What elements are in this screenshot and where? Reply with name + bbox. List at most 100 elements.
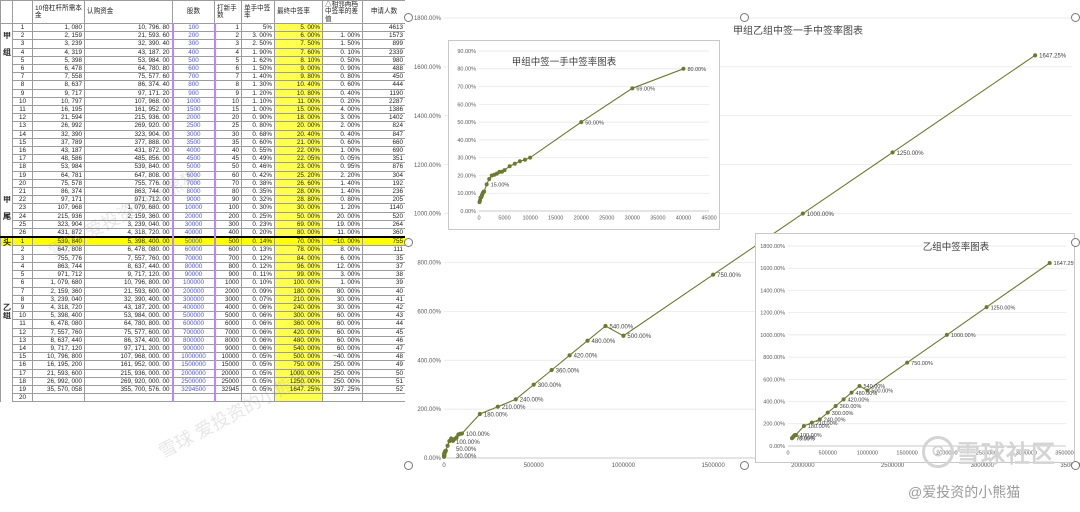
group-label-cell[interactable] [0, 121, 13, 131]
principal-cell[interactable]: 4, 318, 720 [32, 302, 85, 313]
header-cell[interactable]: 10倍杠杆所需本金 [32, 0, 85, 24]
shares-cell[interactable]: 1500000 [171, 360, 216, 370]
data-point[interactable] [528, 155, 533, 160]
data-point[interactable] [585, 338, 590, 343]
data-point[interactable] [825, 410, 830, 415]
lots-cell[interactable]: 10000 [214, 352, 242, 362]
row-index[interactable]: 3 [12, 39, 33, 49]
data-point[interactable] [495, 404, 500, 409]
delta-cell[interactable]: 0. 60% [322, 137, 363, 148]
principal-cell[interactable]: 64, 781 [32, 170, 85, 180]
row-index[interactable]: 23 [12, 203, 33, 213]
group-label-cell[interactable] [0, 154, 13, 163]
lots-cell[interactable]: 1000 [214, 278, 242, 288]
principal-cell[interactable]: 8, 637, 440 [32, 335, 85, 345]
resize-handle[interactable] [740, 13, 749, 22]
applicants-cell[interactable]: 49 [362, 360, 405, 370]
applicants-cell[interactable]: 450 [362, 72, 405, 82]
lots-cell[interactable]: 7000 [214, 327, 242, 337]
delta-cell[interactable]: 19. 00% [322, 219, 363, 230]
shares-cell[interactable]: 1500 [171, 105, 216, 115]
principal-cell[interactable]: 5, 398 [32, 55, 85, 66]
delta-cell[interactable]: 0. 40% [322, 88, 363, 98]
delta-cell[interactable]: −40. 00% [322, 352, 363, 362]
single-rate-cell[interactable]: 0. 06% [241, 302, 275, 313]
applicants-cell[interactable]: 899 [362, 39, 405, 49]
subscription-cell[interactable]: 2, 159, 360. 00 [84, 211, 173, 221]
lots-cell[interactable]: 2 [214, 31, 242, 41]
lots-cell[interactable]: 8 [214, 80, 242, 90]
shares-cell[interactable]: 3000 [171, 129, 216, 139]
row-index[interactable]: 13 [12, 121, 33, 131]
final-rate-cell[interactable]: 210. 00% [274, 294, 323, 304]
group-label-cell[interactable] [0, 72, 13, 81]
final-rate-cell[interactable]: 180. 00% [274, 286, 323, 296]
shares-cell[interactable]: 500 [171, 55, 216, 66]
final-rate-cell[interactable]: 7. 50% [274, 39, 323, 49]
lots-cell[interactable]: 9 [214, 88, 242, 98]
principal-cell[interactable]: 26, 992, 000 [32, 376, 85, 386]
delta-cell[interactable]: 2. 20% [322, 170, 363, 180]
shares-cell[interactable]: 70000 [171, 253, 216, 263]
final-rate-cell[interactable]: 240. 00% [274, 302, 323, 313]
header-cell[interactable]: 打新手数 [214, 0, 242, 24]
shares-cell[interactable] [171, 393, 216, 403]
subscription-cell[interactable]: 43, 187, 200. 00 [84, 302, 173, 313]
single-rate-cell[interactable]: 0. 05% [241, 384, 275, 395]
subscription-cell[interactable]: 215, 936. 00 [84, 113, 173, 123]
shares-cell[interactable]: 90000 [171, 270, 216, 280]
principal-cell[interactable]: 2, 159 [32, 31, 85, 41]
group-label-cell[interactable] [0, 278, 13, 287]
applicants-cell[interactable]: 690 [362, 146, 405, 156]
principal-cell[interactable]: 215, 936 [32, 211, 85, 221]
single-rate-cell[interactable]: 0. 07% [241, 294, 275, 304]
single-rate-cell[interactable]: 0. 12% [241, 253, 275, 263]
delta-cell[interactable]: 30. 00% [322, 294, 363, 304]
principal-cell[interactable]: 37, 789 [32, 137, 85, 148]
applicants-cell[interactable]: 42 [362, 302, 405, 313]
single-rate-cell[interactable]: 2. 50% [241, 39, 275, 49]
final-rate-cell[interactable]: 100. 00% [274, 278, 323, 288]
delta-cell[interactable] [322, 22, 363, 33]
group-label-cell[interactable] [0, 187, 13, 196]
group-label-cell[interactable] [0, 146, 13, 155]
single-rate-cell[interactable]: 1. 10% [241, 96, 275, 107]
data-point[interactable] [487, 177, 492, 181]
delta-cell[interactable]: 60. 00% [322, 335, 363, 345]
subscription-cell[interactable]: 4, 318, 720. 00 [84, 228, 173, 238]
subscription-cell[interactable]: 43, 187. 20 [84, 47, 173, 57]
lots-cell[interactable]: 20 [214, 113, 242, 123]
resize-handle[interactable] [404, 461, 413, 470]
data-point[interactable] [523, 157, 527, 162]
data-point[interactable] [621, 333, 626, 338]
data-point[interactable] [841, 397, 846, 402]
data-point[interactable] [1033, 53, 1038, 58]
data-point[interactable] [445, 443, 450, 448]
data-point[interactable] [711, 272, 716, 277]
applicants-cell[interactable]: 40 [362, 286, 405, 296]
subscription-cell[interactable] [84, 393, 173, 403]
principal-cell[interactable]: 107, 968 [32, 203, 85, 213]
applicants-cell[interactable] [362, 393, 405, 403]
principal-cell[interactable]: 1, 079, 680 [32, 278, 85, 288]
final-rate-cell[interactable]: 9. 80% [274, 72, 323, 82]
row-index[interactable]: 11 [12, 105, 33, 115]
single-rate-cell[interactable]: 0. 80% [241, 121, 275, 131]
single-rate-cell[interactable]: 0. 38% [241, 178, 275, 189]
subscription-cell[interactable]: 431, 872. 00 [84, 146, 173, 156]
principal-cell[interactable]: 48, 586 [32, 154, 85, 164]
row-index[interactable]: 15 [12, 352, 33, 362]
single-rate-cell[interactable]: 0. 12% [241, 261, 275, 272]
applicants-cell[interactable]: 660 [362, 137, 405, 148]
applicants-cell[interactable]: 236 [362, 187, 405, 197]
group-label-cell[interactable] [0, 39, 13, 49]
subscription-cell[interactable]: 21, 593, 600. 00 [84, 286, 173, 296]
delta-cell[interactable]: 0. 60% [322, 80, 363, 90]
final-rate-cell[interactable]: 15. 00% [274, 105, 323, 115]
single-rate-cell[interactable]: 0. 14% [241, 236, 275, 247]
data-point[interactable] [905, 360, 910, 365]
delta-cell[interactable]: 60. 00% [322, 311, 363, 321]
delta-cell[interactable]: 1. 40% [322, 178, 363, 189]
resize-handle[interactable] [1071, 13, 1080, 22]
lots-cell[interactable]: 1 [214, 22, 242, 33]
